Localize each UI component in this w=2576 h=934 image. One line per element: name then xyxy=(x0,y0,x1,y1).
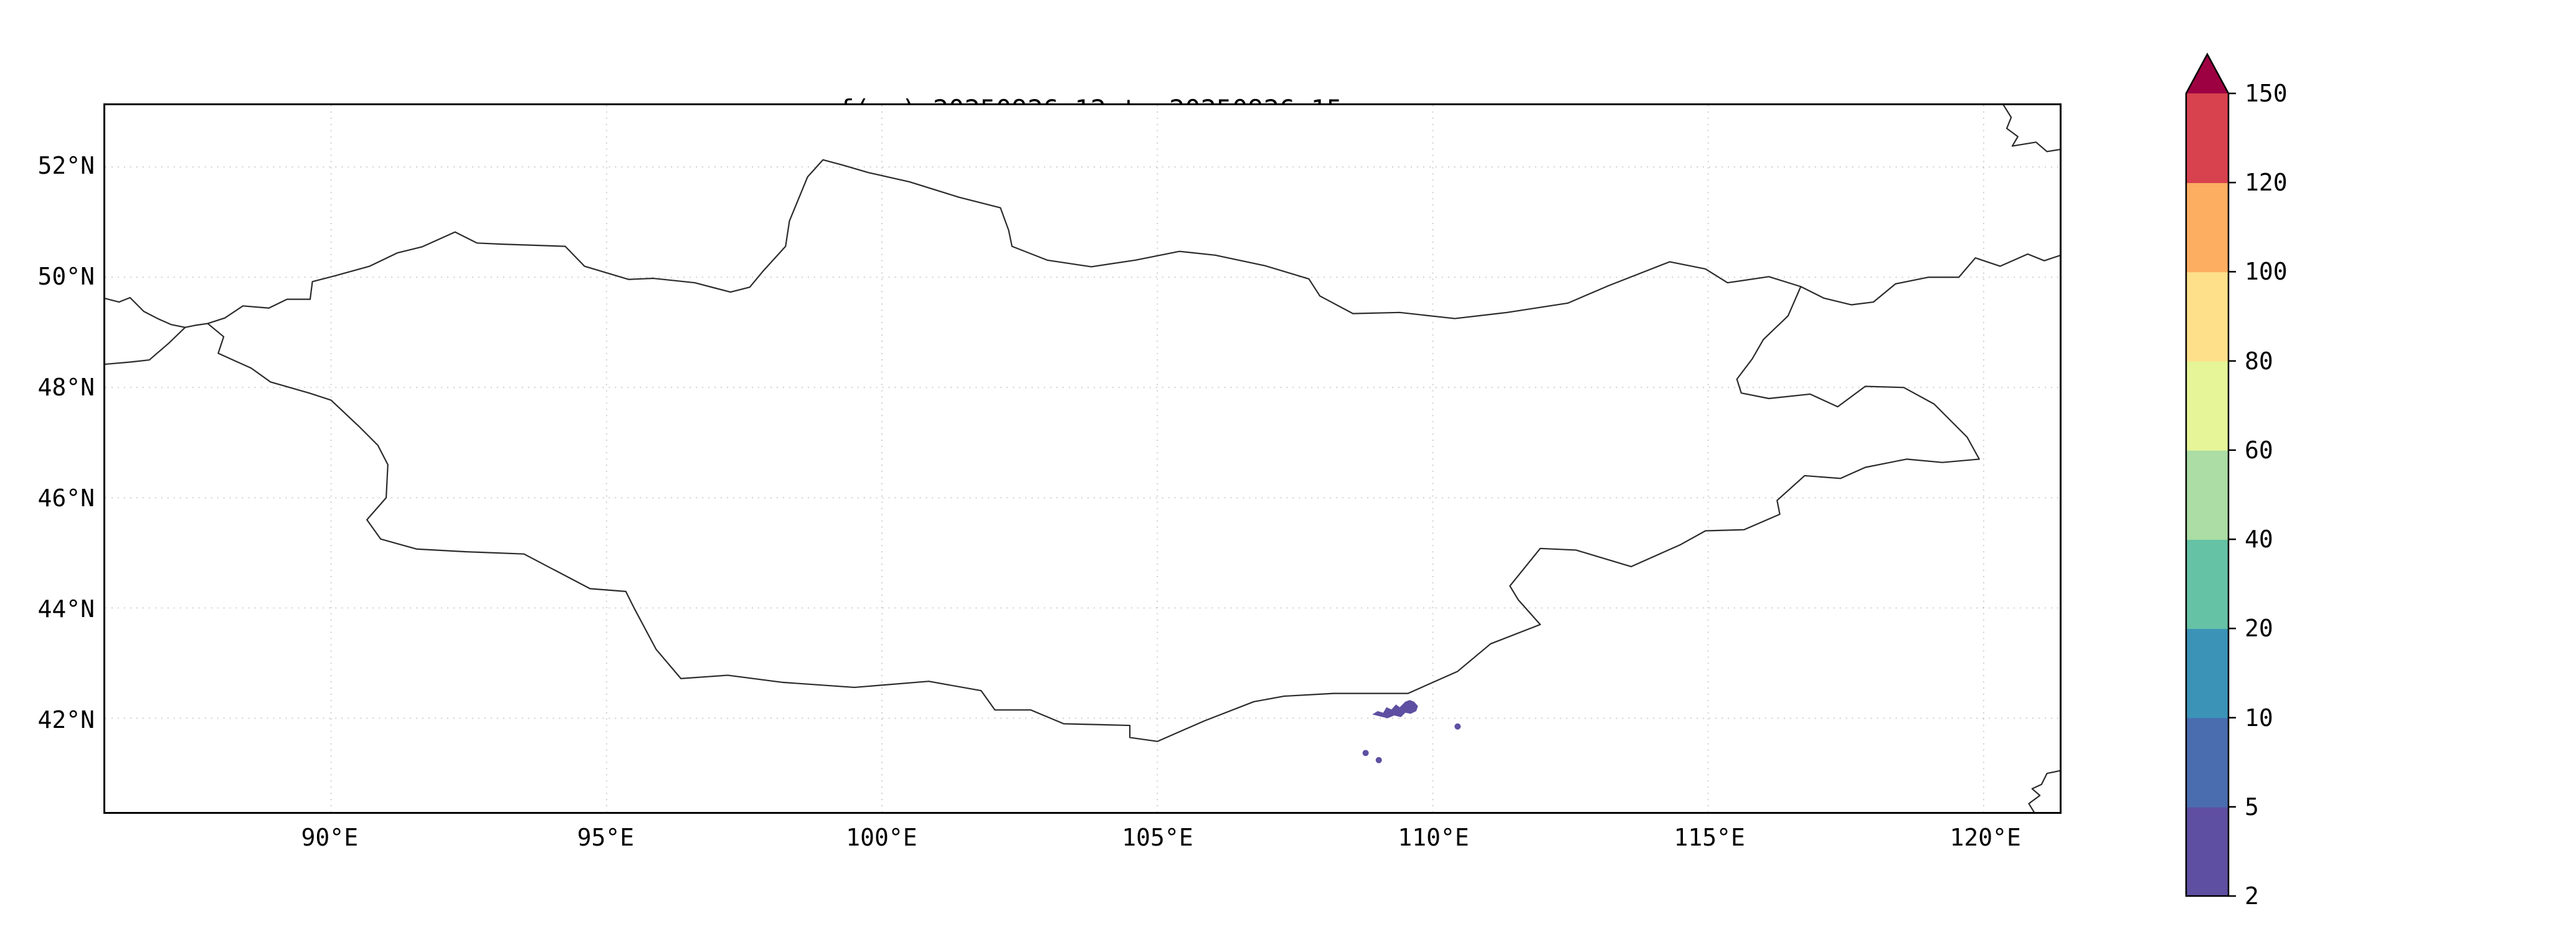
precipitation-speck xyxy=(1375,757,1382,763)
x-tick-label: 105°E xyxy=(1122,824,1193,851)
colorbar-segment xyxy=(2186,93,2228,183)
map-canvas xyxy=(105,105,2060,812)
colorbar-segment xyxy=(2186,271,2228,362)
colorbar xyxy=(2185,52,2236,897)
y-tick-label: 42°N xyxy=(37,705,95,734)
argun-border-corner xyxy=(2002,105,2060,153)
colorbar-segment xyxy=(2186,450,2228,540)
colorbar-tick-label: 5 xyxy=(2245,793,2259,821)
colorbar-tick-label: 60 xyxy=(2245,436,2273,464)
colorbar-segment xyxy=(2186,717,2228,808)
colorbar-segment xyxy=(2186,806,2228,897)
colorbar-tick-label: 20 xyxy=(2245,615,2273,643)
y-tick-label: 50°N xyxy=(37,262,95,290)
colorbar-segment xyxy=(2186,182,2228,273)
colorbar-tick-label: 40 xyxy=(2245,526,2273,554)
x-tick-label: 110°E xyxy=(1398,824,1469,851)
russia-china-border-west xyxy=(184,323,209,328)
russia-china-border-east xyxy=(1800,253,2060,306)
colorbar-segment xyxy=(2186,361,2228,451)
colorbar-tick-label: 100 xyxy=(2245,258,2288,286)
colorbar-tick-label: 10 xyxy=(2245,704,2273,732)
bohai-coastline-fragment xyxy=(2028,770,2060,812)
colorbar-tick-label: 150 xyxy=(2245,80,2288,107)
colorbar-segment xyxy=(2186,628,2228,719)
x-tick-label: 90°E xyxy=(301,824,359,851)
x-tick-label: 120°E xyxy=(1949,824,2021,851)
x-tick-label: 95°E xyxy=(577,824,635,851)
mongolia-border xyxy=(207,159,1980,742)
colorbar-outline xyxy=(2185,52,2230,897)
y-tick-label: 52°N xyxy=(37,151,95,179)
precipitation-area xyxy=(1372,700,1418,719)
map-plot-area xyxy=(103,103,2062,814)
precipitation-speck xyxy=(1362,750,1369,757)
kazakhstan-china-border xyxy=(105,326,186,366)
colorbar-segment xyxy=(2186,539,2228,630)
y-tick-label: 48°N xyxy=(37,373,95,401)
x-tick-label: 100°E xyxy=(846,824,917,851)
y-tick-label: 44°N xyxy=(37,595,95,623)
x-tick-label: 115°E xyxy=(1674,824,1745,851)
russia-kazakhstan-border xyxy=(105,296,186,328)
colorbar-tick-label: 120 xyxy=(2245,169,2288,197)
y-tick-label: 46°N xyxy=(37,484,95,512)
colorbar-tick-label: 80 xyxy=(2245,347,2273,375)
colorbar-tick-label: 2 xyxy=(2245,882,2259,910)
colorbar-over-arrow xyxy=(2186,54,2228,93)
precipitation-speck xyxy=(1454,723,1461,730)
